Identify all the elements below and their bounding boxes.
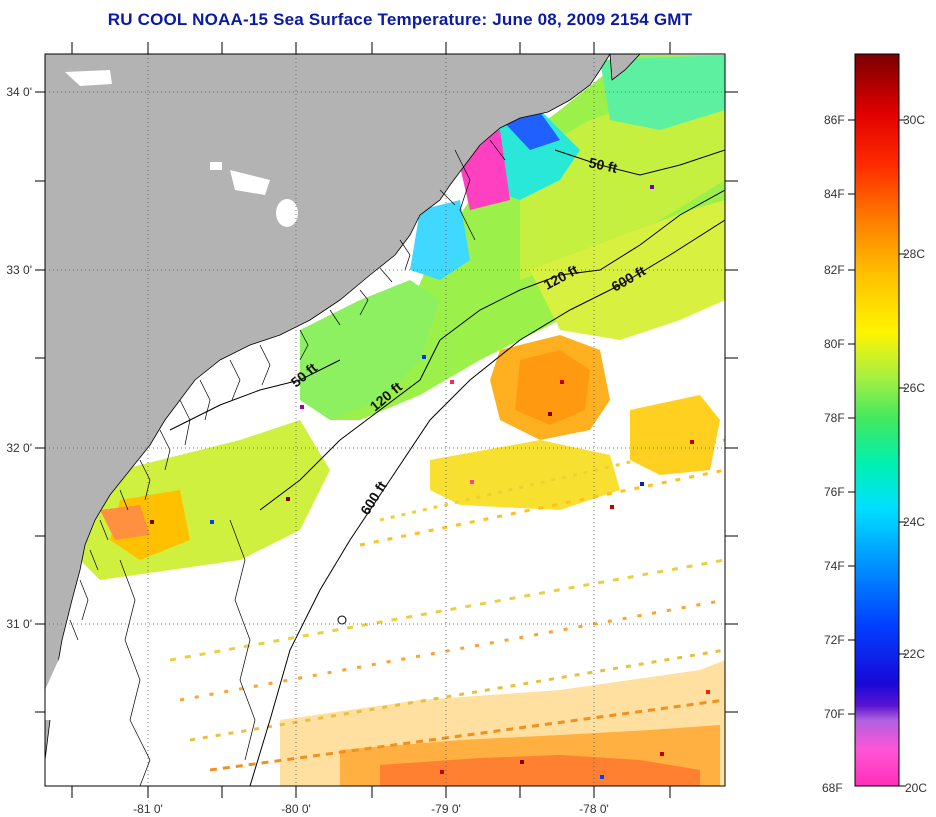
cb-label-78f: 78F — [824, 411, 845, 425]
cb-label-80f: 80F — [824, 337, 845, 351]
contour-120ft-sw-line — [259, 339, 441, 511]
cb-label-74f: 74F — [824, 559, 845, 573]
longitude-labels: -81 0' -80 0' -79 0' -78 0' — [133, 802, 609, 816]
map-frame — [44, 53, 726, 787]
lon-label-78: -78 0' — [579, 802, 609, 816]
contour-600ft-line — [249, 219, 725, 786]
contour-120ft-line — [439, 189, 725, 341]
bathymetry-contours — [169, 149, 725, 786]
lon-label-81: -81 0' — [133, 802, 163, 816]
colorbar: 86F 84F 82F 80F 78F 76F 74F 72F 70F 68F … — [822, 53, 927, 795]
cb-label-24c: 24C — [903, 515, 925, 529]
colorbar-ticks — [848, 119, 906, 787]
axis-ticks — [35, 42, 738, 798]
cb-label-30c: 30C — [903, 113, 925, 127]
cb-label-28c: 28C — [903, 247, 925, 261]
graticule — [45, 54, 725, 786]
colorbar-celsius-labels: 30C 28C 26C 24C 22C 20C — [903, 113, 927, 795]
sst-streaks — [169, 438, 725, 772]
cb-label-82f: 82F — [824, 263, 845, 277]
contour-50ft-line — [554, 149, 725, 176]
land-clouds — [45, 70, 298, 720]
cb-label-26c: 26C — [903, 381, 925, 395]
cb-label-86f: 86F — [824, 113, 845, 127]
land-mass — [45, 54, 611, 761]
cb-label-70f: 70F — [824, 707, 845, 721]
lon-label-79: -79 0' — [431, 802, 461, 816]
cb-label-72f: 72F — [824, 633, 845, 647]
contour-label-50ft: 50 ft — [587, 154, 619, 176]
cb-label-22c: 22C — [903, 647, 925, 661]
map-plot-area — [45, 54, 725, 786]
latitude-labels: 34 0' 33 0' 32 0' 31 0' — [6, 85, 32, 631]
cb-label-20c: 20C — [905, 781, 927, 795]
land-northeast — [609, 54, 641, 81]
cb-label-84f: 84F — [824, 187, 845, 201]
lon-label-80: -80 0' — [281, 802, 311, 816]
cb-label-68f: 68F — [822, 781, 843, 795]
contour-50ft-sw-line — [169, 359, 341, 431]
sst-field — [80, 55, 725, 786]
colorbar-gradient — [854, 53, 900, 787]
sst-speckles — [150, 185, 710, 779]
cb-label-76f: 76F — [824, 485, 845, 499]
lat-label-34: 34 0' — [6, 85, 32, 99]
lat-label-31: 31 0' — [6, 617, 32, 631]
map-title: RU COOL NOAA-15 Sea Surface Temperature:… — [107, 10, 693, 29]
lat-label-32: 32 0' — [6, 441, 32, 455]
colorbar-fahrenheit-labels: 86F 84F 82F 80F 78F 76F 74F 72F 70F 68F — [822, 113, 845, 795]
lat-label-33: 33 0' — [6, 263, 32, 277]
